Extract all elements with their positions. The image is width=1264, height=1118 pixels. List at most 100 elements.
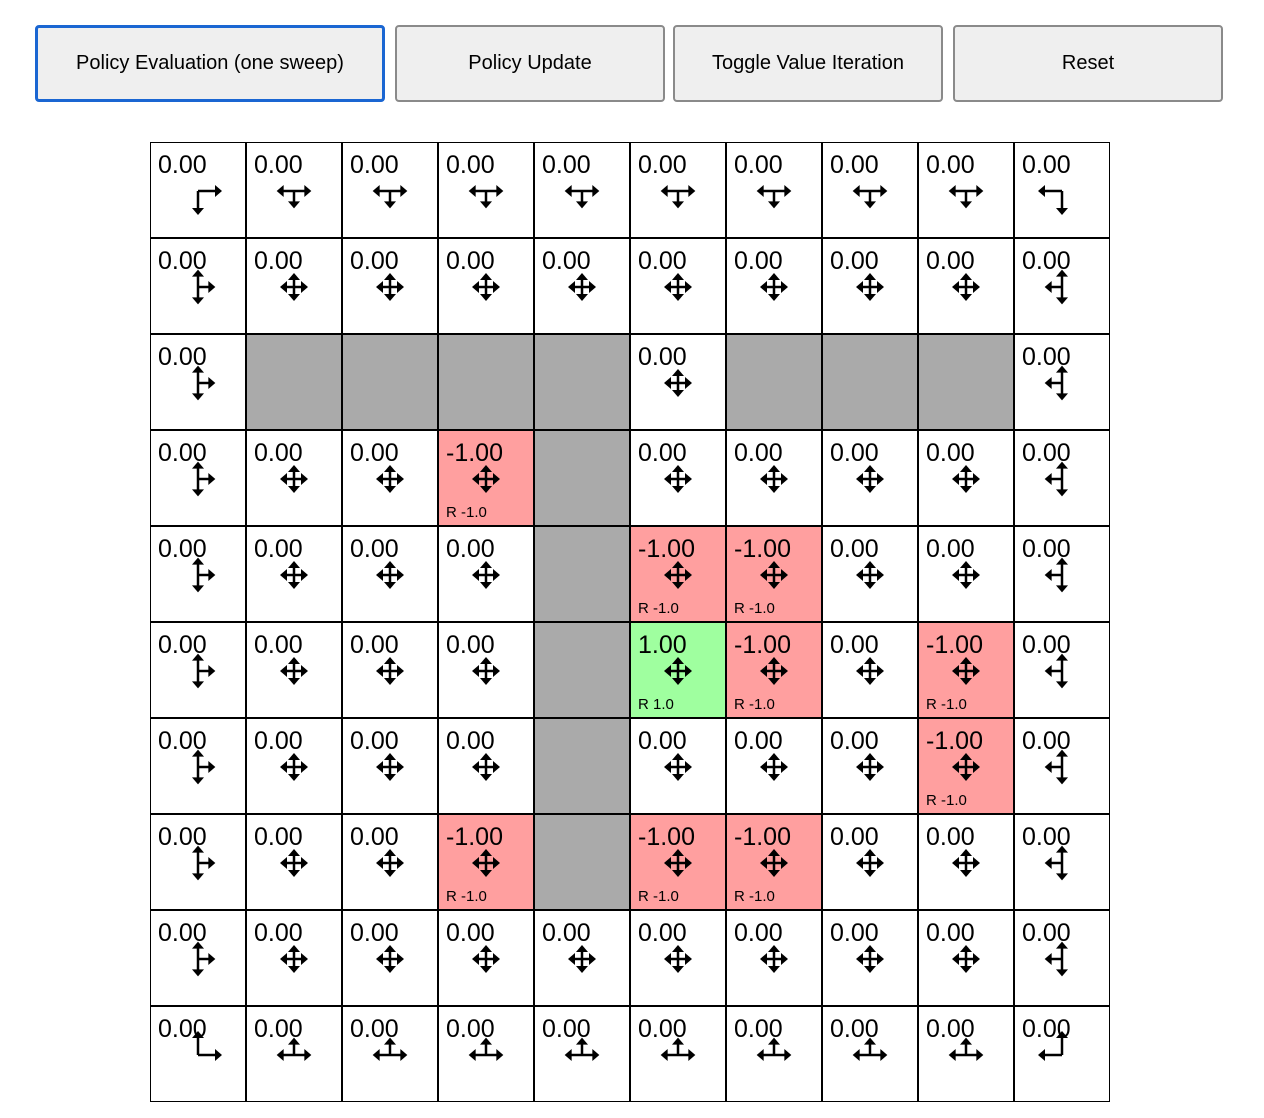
grid-cell[interactable]: 0.00 (1014, 910, 1110, 1006)
grid-cell[interactable]: 0.00 (534, 910, 630, 1006)
grid-cell[interactable]: R -1.0 -1.00 (726, 622, 822, 718)
wall-cell[interactable] (918, 334, 1014, 430)
grid-cell[interactable]: 0.00 (150, 910, 246, 1006)
grid-cell[interactable]: 0.00 (246, 238, 342, 334)
grid-cell[interactable]: 0.00 (438, 142, 534, 238)
grid-cell[interactable]: 0.00 (726, 910, 822, 1006)
grid-cell[interactable]: 0.00 (726, 142, 822, 238)
wall-cell[interactable] (534, 334, 630, 430)
grid-cell[interactable]: 0.00 (246, 430, 342, 526)
wall-cell[interactable] (534, 526, 630, 622)
grid-cell[interactable]: 0.00 (726, 430, 822, 526)
grid-cell[interactable]: 0.00 (150, 238, 246, 334)
grid-cell[interactable]: 0.00 (630, 910, 726, 1006)
grid-cell[interactable]: 0.00 (534, 142, 630, 238)
grid-cell[interactable]: 0.00 (1014, 142, 1110, 238)
grid-cell[interactable]: 0.00 (150, 814, 246, 910)
grid-cell[interactable]: 0.00 (822, 526, 918, 622)
grid-cell[interactable]: 0.00 (630, 334, 726, 430)
grid-cell[interactable]: 0.00 (726, 238, 822, 334)
grid-cell[interactable]: 0.00 (438, 910, 534, 1006)
grid-cell[interactable]: 0.00 (918, 814, 1014, 910)
grid-cell[interactable]: 0.00 (342, 238, 438, 334)
grid-cell[interactable]: 0.00 (918, 1006, 1014, 1102)
grid-cell[interactable]: 0.00 (918, 142, 1014, 238)
grid-cell[interactable]: 0.00 (630, 238, 726, 334)
grid-cell[interactable]: 0.00 (342, 910, 438, 1006)
grid-cell[interactable]: 0.00 (1014, 718, 1110, 814)
grid-cell[interactable]: 0.00 (150, 430, 246, 526)
grid-cell[interactable]: 0.00 (1014, 526, 1110, 622)
grid-cell[interactable]: 0.00 (438, 526, 534, 622)
grid-cell[interactable]: 0.00 (246, 910, 342, 1006)
grid-cell[interactable]: 0.00 (726, 718, 822, 814)
grid-cell[interactable]: 0.00 (246, 814, 342, 910)
wall-cell[interactable] (534, 814, 630, 910)
grid-cell[interactable]: 0.00 (534, 238, 630, 334)
wall-cell[interactable] (822, 334, 918, 430)
toggle-value-iteration-button[interactable]: Toggle Value Iteration (673, 25, 943, 102)
grid-cell[interactable]: 0.00 (534, 1006, 630, 1102)
policy-update-button[interactable]: Policy Update (395, 25, 665, 102)
reset-button[interactable]: Reset (953, 25, 1223, 102)
grid-cell[interactable]: 0.00 (342, 526, 438, 622)
wall-cell[interactable] (534, 718, 630, 814)
grid-cell[interactable]: R -1.0 -1.00 (918, 622, 1014, 718)
grid-cell[interactable]: 0.00 (246, 622, 342, 718)
grid-cell[interactable]: R -1.0 -1.00 (918, 718, 1014, 814)
grid-cell[interactable]: 0.00 (150, 334, 246, 430)
grid-cell[interactable]: 0.00 (438, 1006, 534, 1102)
grid-cell[interactable]: R -1.0 -1.00 (630, 814, 726, 910)
grid-cell[interactable]: 0.00 (246, 1006, 342, 1102)
grid-cell[interactable]: 0.00 (822, 142, 918, 238)
wall-cell[interactable] (438, 334, 534, 430)
grid-cell[interactable]: 0.00 (822, 910, 918, 1006)
grid-cell[interactable]: 0.00 (150, 622, 246, 718)
grid-cell[interactable]: R -1.0 -1.00 (438, 814, 534, 910)
grid-cell[interactable]: R -1.0 -1.00 (726, 526, 822, 622)
grid-cell[interactable]: 0.00 (246, 142, 342, 238)
grid-cell[interactable]: 0.00 (630, 1006, 726, 1102)
grid-cell[interactable]: 0.00 (150, 526, 246, 622)
grid-cell[interactable]: 0.00 (150, 1006, 246, 1102)
grid-cell[interactable]: 0.00 (822, 430, 918, 526)
grid-cell[interactable]: 0.00 (342, 1006, 438, 1102)
grid-cell[interactable]: 0.00 (342, 814, 438, 910)
grid-cell[interactable]: R 1.0 1.00 (630, 622, 726, 718)
grid-cell[interactable]: 0.00 (438, 238, 534, 334)
wall-cell[interactable] (342, 334, 438, 430)
grid-cell[interactable]: 0.00 (1014, 622, 1110, 718)
grid-cell[interactable]: 0.00 (342, 142, 438, 238)
grid-cell[interactable]: 0.00 (342, 430, 438, 526)
grid-cell[interactable]: 0.00 (918, 430, 1014, 526)
grid-cell[interactable]: 0.00 (726, 1006, 822, 1102)
grid-cell[interactable]: 0.00 (438, 622, 534, 718)
grid-cell[interactable]: 0.00 (438, 718, 534, 814)
grid-cell[interactable]: 0.00 (150, 142, 246, 238)
grid-cell[interactable]: 0.00 (630, 430, 726, 526)
wall-cell[interactable] (726, 334, 822, 430)
grid-cell[interactable]: 0.00 (1014, 334, 1110, 430)
grid-cell[interactable]: 0.00 (630, 142, 726, 238)
grid-cell[interactable]: 0.00 (918, 526, 1014, 622)
grid-cell[interactable]: 0.00 (822, 622, 918, 718)
grid-cell[interactable]: 0.00 (822, 1006, 918, 1102)
grid-cell[interactable]: 0.00 (630, 718, 726, 814)
grid-cell[interactable]: 0.00 (246, 526, 342, 622)
grid-cell[interactable]: 0.00 (246, 718, 342, 814)
grid-cell[interactable]: 0.00 (822, 238, 918, 334)
grid-cell[interactable]: 0.00 (1014, 238, 1110, 334)
grid-cell[interactable]: 0.00 (150, 718, 246, 814)
grid-cell[interactable]: 0.00 (822, 718, 918, 814)
grid-cell[interactable]: 0.00 (1014, 814, 1110, 910)
grid-cell[interactable]: 0.00 (822, 814, 918, 910)
grid-cell[interactable]: R -1.0 -1.00 (438, 430, 534, 526)
wall-cell[interactable] (246, 334, 342, 430)
grid-cell[interactable]: R -1.0 -1.00 (726, 814, 822, 910)
grid-cell[interactable]: 0.00 (918, 910, 1014, 1006)
grid-cell[interactable]: 0.00 (918, 238, 1014, 334)
grid-cell[interactable]: 0.00 (1014, 1006, 1110, 1102)
grid-cell[interactable]: 0.00 (342, 718, 438, 814)
grid-cell[interactable]: 0.00 (342, 622, 438, 718)
wall-cell[interactable] (534, 430, 630, 526)
